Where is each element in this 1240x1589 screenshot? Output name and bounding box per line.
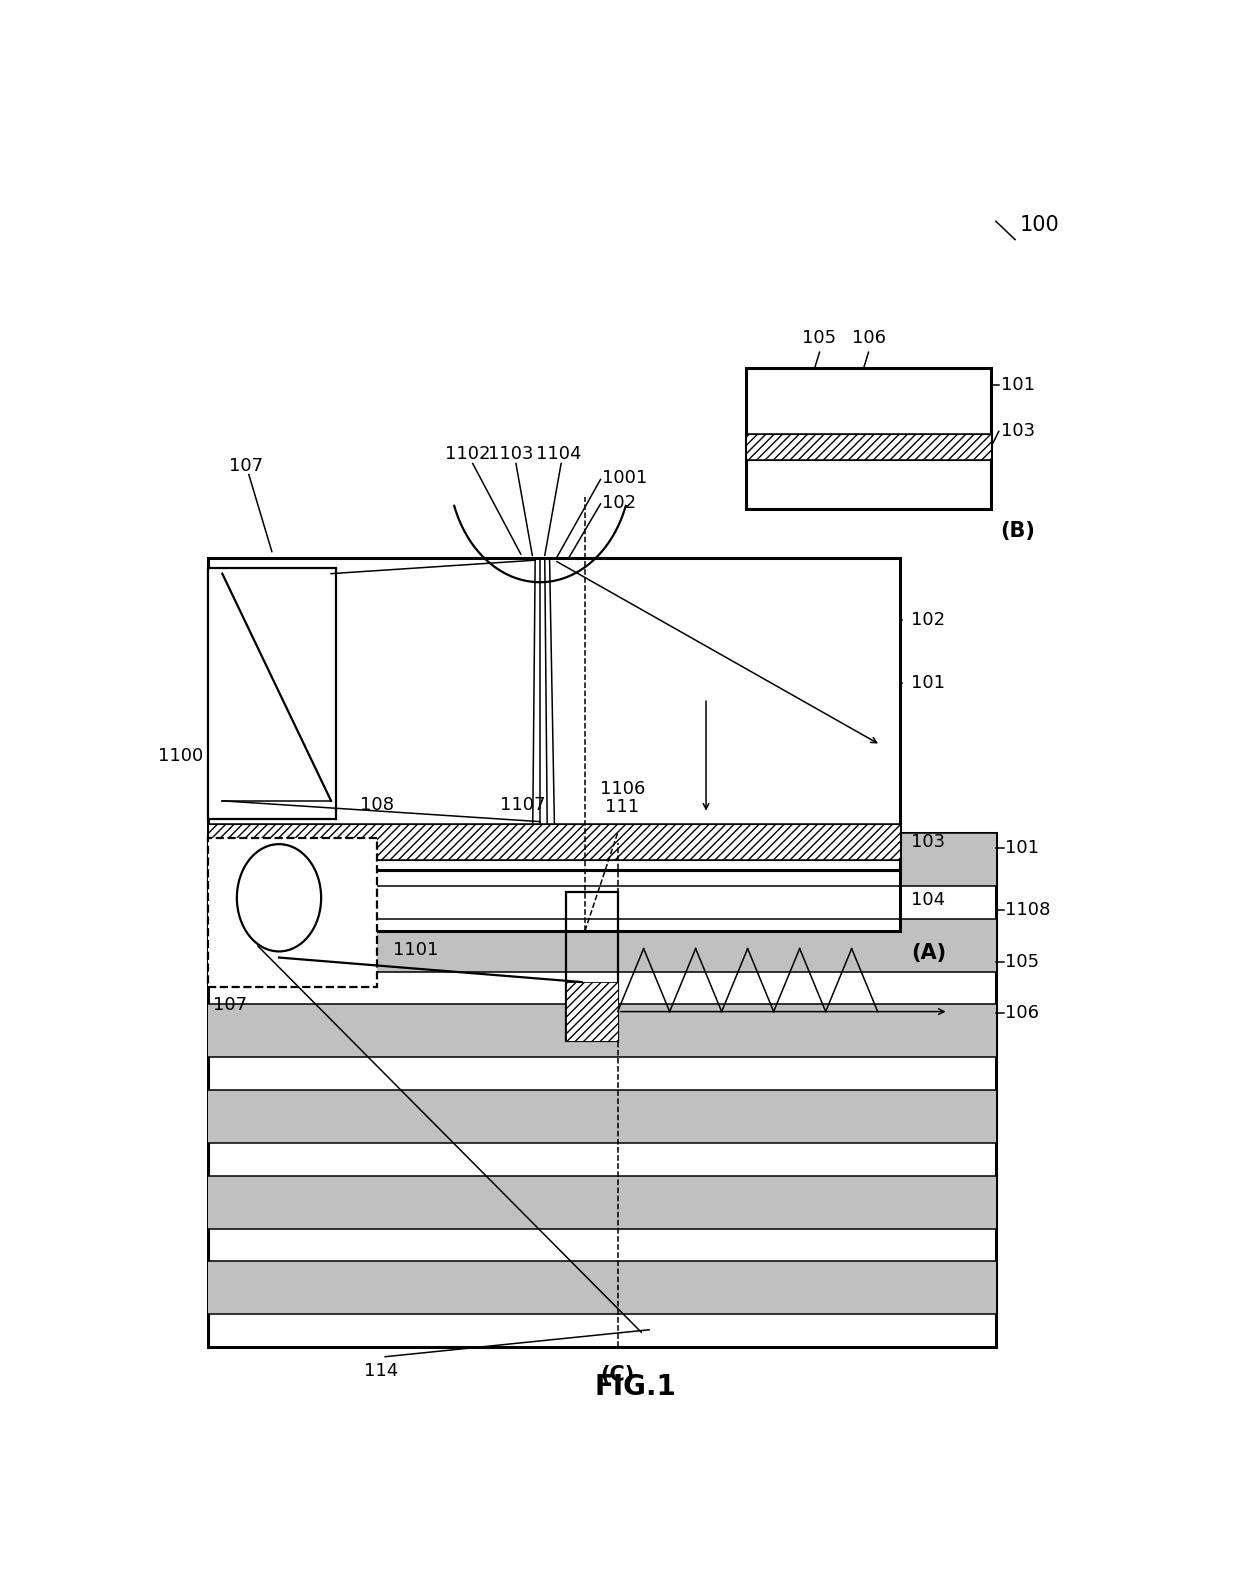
Bar bbox=[208, 918, 996, 972]
Bar bbox=[746, 434, 991, 459]
Text: 1101: 1101 bbox=[393, 941, 438, 958]
Text: 108: 108 bbox=[361, 796, 394, 814]
Text: 101: 101 bbox=[1001, 377, 1034, 394]
Bar bbox=[208, 825, 900, 860]
Text: 100: 100 bbox=[1019, 215, 1060, 235]
Text: 1107: 1107 bbox=[500, 796, 546, 814]
Text: (A): (A) bbox=[911, 944, 946, 963]
Bar bbox=[208, 833, 996, 887]
Bar bbox=[746, 369, 991, 508]
Text: 103: 103 bbox=[1001, 423, 1035, 440]
Bar bbox=[208, 567, 336, 820]
Text: 1104: 1104 bbox=[537, 445, 582, 462]
Text: (B): (B) bbox=[1001, 521, 1035, 540]
Bar bbox=[208, 1004, 996, 1057]
Bar bbox=[208, 1090, 996, 1142]
Bar bbox=[567, 982, 618, 1041]
Text: 105: 105 bbox=[1006, 952, 1039, 971]
Text: 1100: 1100 bbox=[157, 747, 203, 766]
Bar bbox=[208, 1176, 996, 1228]
Text: 106: 106 bbox=[1006, 1004, 1039, 1022]
Bar bbox=[567, 891, 618, 1041]
Bar bbox=[208, 833, 996, 1347]
Text: 1108: 1108 bbox=[1006, 901, 1050, 918]
Text: 106: 106 bbox=[852, 329, 885, 346]
Bar bbox=[208, 869, 900, 931]
Text: (C): (C) bbox=[600, 1365, 635, 1386]
Text: 101: 101 bbox=[911, 674, 945, 691]
Text: 1106: 1106 bbox=[600, 780, 645, 798]
Text: FIG.1: FIG.1 bbox=[595, 1373, 676, 1401]
Bar bbox=[208, 1262, 996, 1314]
Text: 107: 107 bbox=[213, 996, 247, 1014]
Text: 114: 114 bbox=[365, 1362, 398, 1379]
Text: 103: 103 bbox=[911, 833, 945, 852]
Bar bbox=[208, 558, 900, 869]
Text: 1102: 1102 bbox=[445, 445, 491, 462]
Text: 1001: 1001 bbox=[603, 469, 647, 488]
Text: 111: 111 bbox=[605, 798, 640, 817]
Text: 102: 102 bbox=[603, 494, 636, 512]
Text: 105: 105 bbox=[802, 329, 837, 346]
Text: 104: 104 bbox=[911, 891, 945, 909]
Text: 102: 102 bbox=[911, 612, 945, 629]
Text: 1103: 1103 bbox=[489, 445, 534, 462]
Text: 107: 107 bbox=[229, 458, 263, 475]
Bar bbox=[208, 837, 377, 987]
Text: 101: 101 bbox=[1006, 839, 1039, 858]
